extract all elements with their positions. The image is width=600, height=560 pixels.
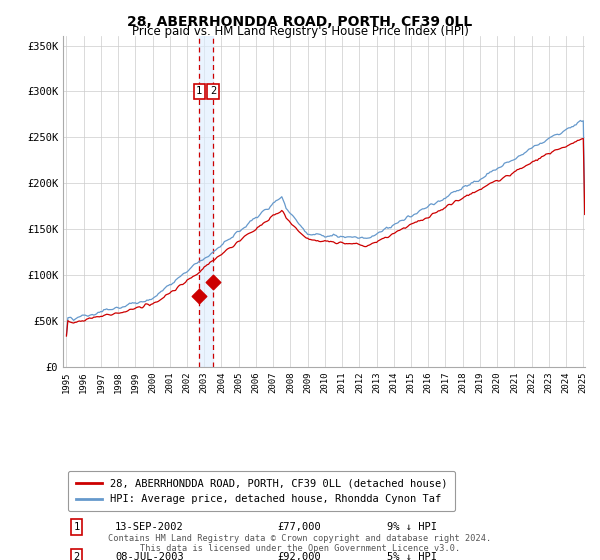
Text: 08-JUL-2003: 08-JUL-2003	[115, 552, 184, 560]
Text: 5% ↓ HPI: 5% ↓ HPI	[386, 552, 437, 560]
Bar	[199, 36, 213, 367]
Legend: 28, ABERRHONDDA ROAD, PORTH, CF39 0LL (detached house), HPI: Average price, deta: 28, ABERRHONDDA ROAD, PORTH, CF39 0LL (d…	[68, 471, 455, 511]
Text: £92,000: £92,000	[277, 552, 321, 560]
Text: 28, ABERRHONDDA ROAD, PORTH, CF39 0LL: 28, ABERRHONDDA ROAD, PORTH, CF39 0LL	[127, 15, 473, 29]
Point	[194, 292, 204, 301]
Text: 2: 2	[210, 86, 217, 96]
Text: 13-SEP-2002: 13-SEP-2002	[115, 522, 184, 532]
Text: Price paid vs. HM Land Registry's House Price Index (HPI): Price paid vs. HM Land Registry's House …	[131, 25, 469, 38]
Text: 2: 2	[73, 552, 80, 560]
Text: Contains HM Land Registry data © Crown copyright and database right 2024.: Contains HM Land Registry data © Crown c…	[109, 534, 491, 543]
Text: 9% ↓ HPI: 9% ↓ HPI	[386, 522, 437, 532]
Text: This data is licensed under the Open Government Licence v3.0.: This data is licensed under the Open Gov…	[140, 544, 460, 553]
Text: £77,000: £77,000	[277, 522, 321, 532]
Text: 1: 1	[196, 86, 202, 96]
Text: 1: 1	[73, 522, 80, 532]
Point	[208, 278, 218, 287]
